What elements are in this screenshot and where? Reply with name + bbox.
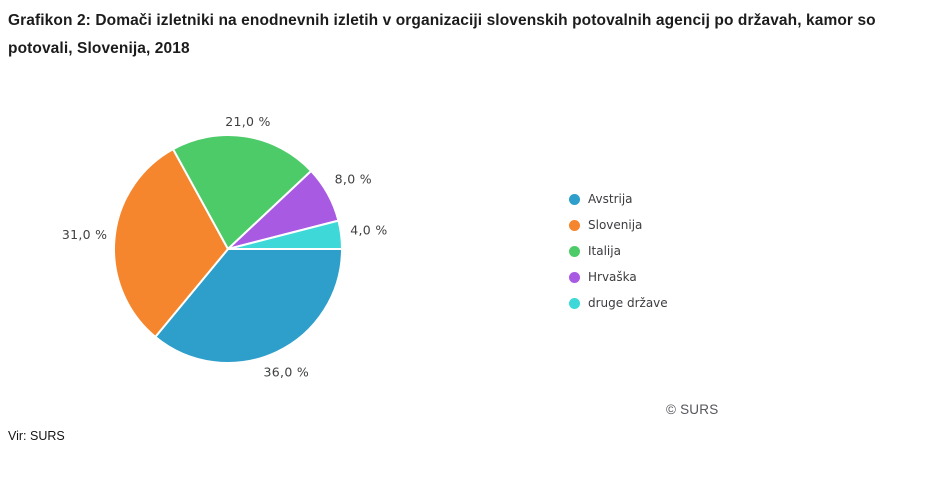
legend-label-italija: Italija bbox=[588, 244, 621, 258]
legend-label-druge-drzave: druge države bbox=[588, 296, 668, 310]
legend-marker-avstrija bbox=[569, 193, 580, 205]
pie-chart: 36,0 % 31,0 % 21,0 % 8,0 % 4,0 % bbox=[62, 114, 387, 380]
legend-marker-slovenija bbox=[569, 219, 580, 231]
chart-title: Grafikon 2: Domači izletniki na enodnevn… bbox=[8, 12, 876, 57]
pie-slice-italija[interactable] bbox=[172, 134, 313, 250]
legend-label-slovenija: Slovenija bbox=[588, 218, 643, 232]
legend-item-italija[interactable]: Italija bbox=[569, 238, 668, 264]
pie-slice-avstrija[interactable] bbox=[154, 248, 343, 364]
legend: Avstrija Slovenija Italija Hrvaška druge drž… bbox=[569, 186, 668, 316]
slice-label-slovenija: 31,0 % bbox=[62, 227, 107, 242]
legend-item-slovenija[interactable]: Slovenija bbox=[569, 212, 668, 238]
pie-slice-slovenija[interactable] bbox=[113, 148, 229, 338]
slice-label-hrvaska: 8,0 % bbox=[335, 172, 372, 187]
source-note: Vir: SURS bbox=[8, 429, 65, 443]
slice-label-druge-drzave: 4,0 % bbox=[350, 223, 387, 238]
legend-item-druge-drzave[interactable]: druge države bbox=[569, 290, 668, 316]
legend-marker-hrvaska bbox=[569, 271, 580, 283]
slice-label-italija: 21,0 % bbox=[225, 114, 270, 129]
legend-marker-druge-drzave bbox=[569, 297, 580, 309]
legend-marker-italija bbox=[569, 245, 580, 257]
copyright-watermark: © SURS bbox=[666, 402, 719, 417]
legend-item-avstrija[interactable]: Avstrija bbox=[569, 186, 668, 212]
pie-slice-druge-drzave[interactable] bbox=[227, 219, 343, 250]
legend-label-hrvaska: Hrvaška bbox=[588, 270, 637, 284]
legend-item-hrvaska[interactable]: Hrvaška bbox=[569, 264, 668, 290]
slice-label-avstrija: 36,0 % bbox=[264, 365, 309, 380]
legend-label-avstrija: Avstrija bbox=[588, 192, 633, 206]
